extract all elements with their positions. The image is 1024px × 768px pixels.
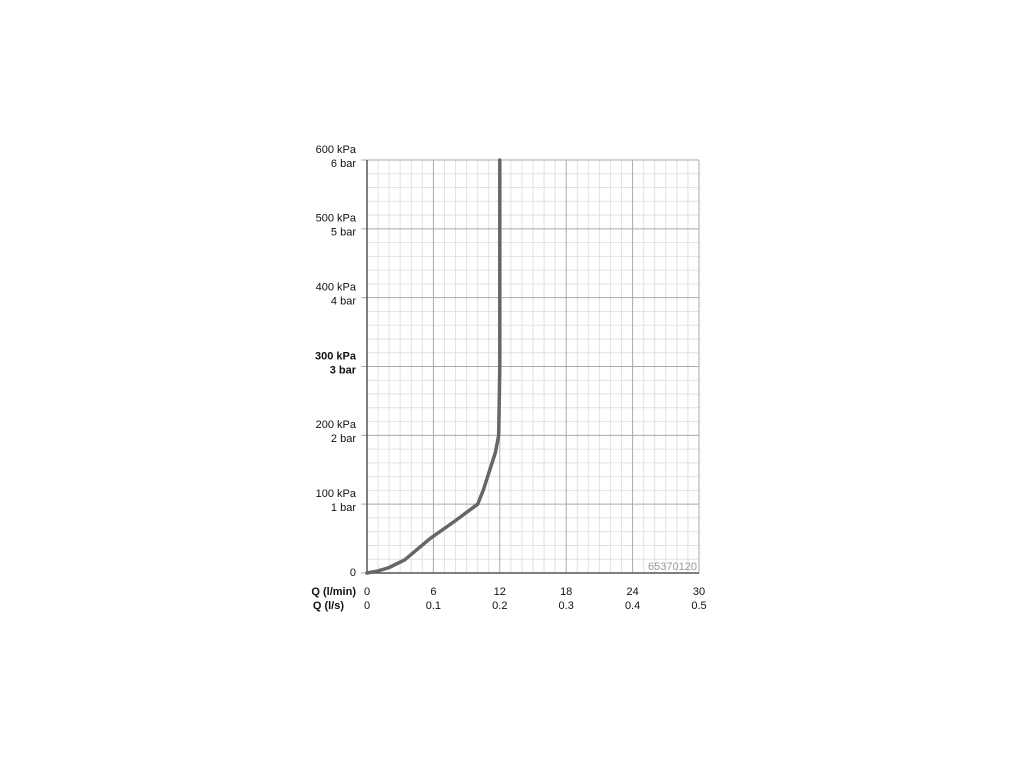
x-tick-label: 18 bbox=[560, 586, 572, 598]
x-tick-label: 30 bbox=[693, 586, 705, 598]
x-axis-label: Q (l/min) bbox=[311, 586, 356, 598]
y-tick-label: 600 kPa bbox=[316, 144, 357, 156]
y-tick-label: 500 kPa bbox=[316, 213, 357, 225]
x2-tick-label: 0.2 bbox=[492, 600, 507, 612]
y-tick-bar-label: 2 bar bbox=[331, 433, 356, 445]
x-tick-label: 12 bbox=[494, 586, 506, 598]
y-tick-label: 0 bbox=[350, 567, 356, 579]
x-tick-label: 24 bbox=[626, 586, 638, 598]
x-tick-label: 0 bbox=[364, 586, 370, 598]
x-tick-label: 6 bbox=[430, 586, 436, 598]
y-tick-bar-label: 1 bar bbox=[331, 502, 356, 514]
y-tick-bar-label: 3 bar bbox=[330, 364, 357, 376]
y-tick-label: 200 kPa bbox=[316, 419, 357, 431]
curve bbox=[365, 158, 502, 575]
y-tick-label: 300 kPa bbox=[315, 350, 357, 362]
y-tick-bar-label: 5 bar bbox=[331, 227, 356, 239]
y-tick-bar-label: 6 bar bbox=[331, 158, 356, 170]
x2-tick-label: 0 bbox=[364, 600, 370, 612]
x2-tick-label: 0.5 bbox=[691, 600, 706, 612]
x2-tick-label: 0.1 bbox=[426, 600, 441, 612]
annotation: 65370120 bbox=[648, 561, 697, 573]
x2-axis-label: Q (l/s) bbox=[313, 600, 345, 612]
y-tick-bar-label: 4 bar bbox=[331, 296, 356, 308]
x2-tick-label: 0.3 bbox=[559, 600, 574, 612]
x2-tick-label: 0.4 bbox=[625, 600, 640, 612]
y-tick-label: 100 kPa bbox=[316, 488, 357, 500]
y-tick-label: 400 kPa bbox=[316, 282, 357, 294]
